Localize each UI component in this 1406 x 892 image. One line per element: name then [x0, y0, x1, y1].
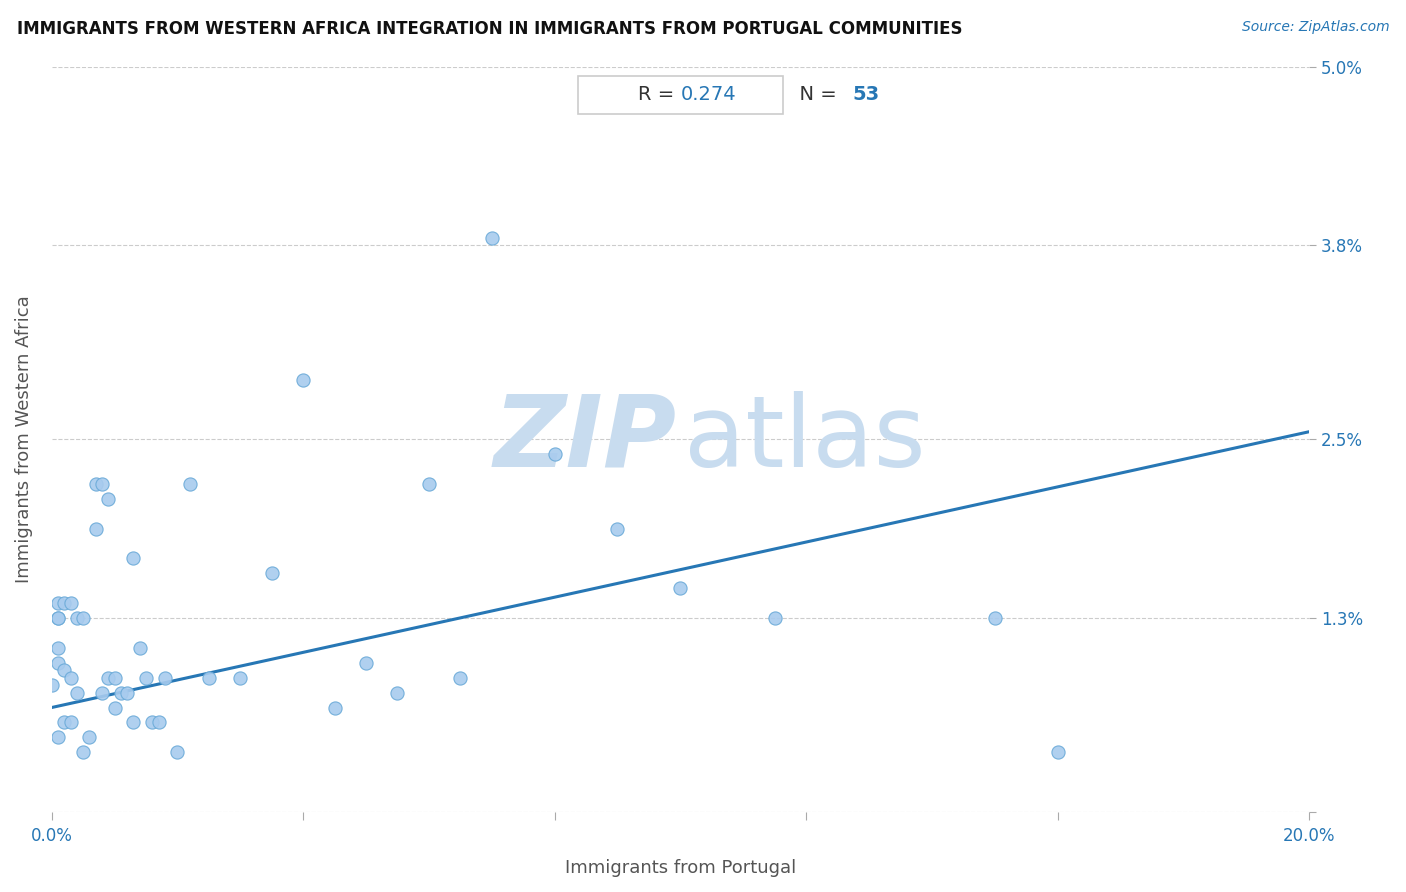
Point — [72, 745, 94, 759]
Point — [59, 596, 82, 610]
Point — [53, 596, 76, 610]
Point — [97, 671, 120, 685]
X-axis label: Immigrants from Portugal: Immigrants from Portugal — [565, 859, 796, 877]
Point — [66, 685, 89, 699]
Text: R = 0.274   N = 53: R = 0.274 N = 53 — [588, 86, 773, 104]
Point — [122, 715, 145, 730]
Point — [179, 477, 201, 491]
Point — [763, 611, 786, 625]
Text: IMMIGRANTS FROM WESTERN AFRICA INTEGRATION IN IMMIGRANTS FROM PORTUGAL COMMUNITI: IMMIGRANTS FROM WESTERN AFRICA INTEGRATI… — [17, 20, 962, 37]
Point — [449, 671, 471, 685]
Point — [153, 671, 176, 685]
Point — [354, 656, 377, 670]
Point — [148, 715, 170, 730]
Point — [97, 491, 120, 506]
Point — [104, 700, 127, 714]
Point — [323, 700, 346, 714]
Y-axis label: Immigrants from Western Africa: Immigrants from Western Africa — [15, 295, 32, 583]
Text: ZIP: ZIP — [494, 391, 676, 488]
Point — [166, 745, 188, 759]
Point — [481, 231, 503, 245]
Text: R =: R = — [638, 86, 681, 104]
Point — [669, 581, 692, 595]
Point — [387, 685, 409, 699]
Point — [1046, 745, 1069, 759]
Point — [46, 596, 69, 610]
Point — [59, 715, 82, 730]
Point — [53, 663, 76, 677]
Point — [418, 477, 440, 491]
Point — [79, 731, 101, 745]
Point — [46, 640, 69, 655]
Point — [46, 656, 69, 670]
Point — [46, 611, 69, 625]
Point — [260, 566, 283, 581]
Point — [91, 685, 114, 699]
Point — [198, 671, 221, 685]
Text: N =: N = — [787, 86, 844, 104]
Point — [115, 685, 138, 699]
Point — [84, 477, 107, 491]
Point — [983, 611, 1005, 625]
Text: Source: ZipAtlas.com: Source: ZipAtlas.com — [1241, 20, 1389, 34]
Text: atlas: atlas — [685, 391, 925, 488]
Point — [104, 671, 127, 685]
Point — [46, 731, 69, 745]
Point — [543, 447, 565, 461]
Point — [292, 373, 315, 387]
Point — [53, 715, 76, 730]
Text: 53: 53 — [852, 86, 880, 104]
Point — [66, 611, 89, 625]
Text: 0.274: 0.274 — [681, 86, 735, 104]
Point — [72, 611, 94, 625]
Point — [84, 522, 107, 536]
Point — [128, 640, 150, 655]
Point — [122, 551, 145, 566]
Point — [41, 678, 63, 692]
Point — [91, 477, 114, 491]
Point — [141, 715, 163, 730]
Point — [135, 671, 157, 685]
Point — [229, 671, 252, 685]
Point — [110, 685, 132, 699]
Point — [59, 671, 82, 685]
Point — [606, 522, 628, 536]
Point — [46, 611, 69, 625]
